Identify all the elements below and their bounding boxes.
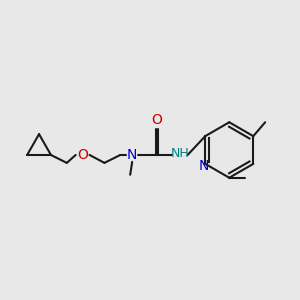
Text: O: O: [77, 148, 88, 162]
Text: NH: NH: [170, 148, 189, 160]
Text: N: N: [127, 148, 137, 162]
Text: O: O: [152, 113, 162, 127]
Text: N: N: [199, 159, 209, 173]
